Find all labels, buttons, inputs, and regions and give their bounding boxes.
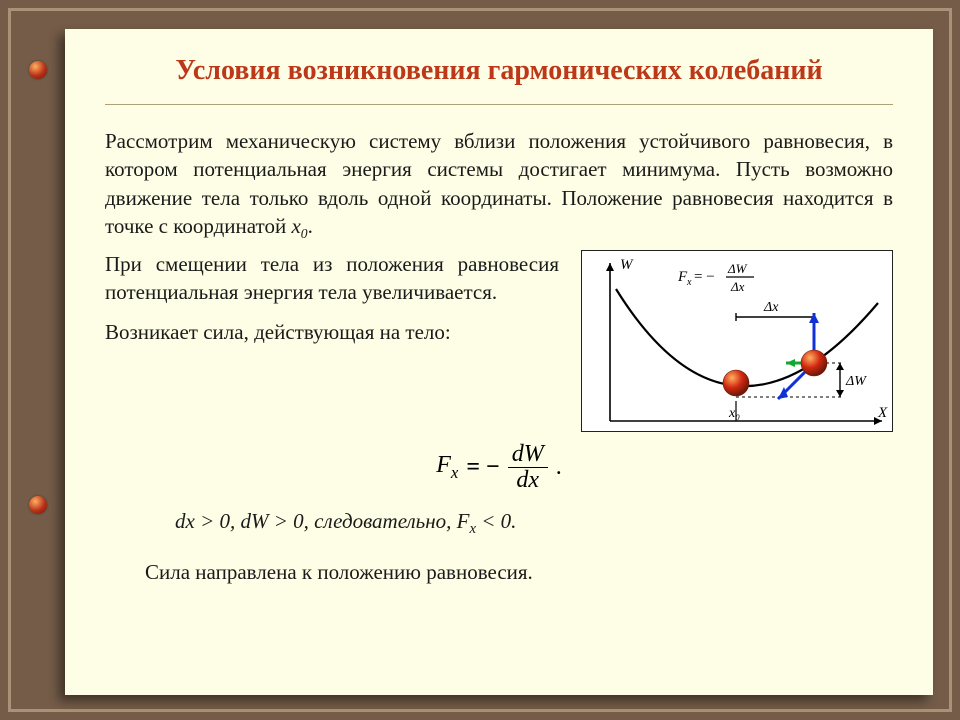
slide-title: Условия возникновения гармонических коле… <box>105 53 893 88</box>
dx-label: Δx <box>763 300 779 315</box>
left-column: При смещении тела из положения равновеси… <box>105 250 559 353</box>
paragraph-2: При смещении тела из положения равновеси… <box>105 250 559 307</box>
x0-sub: 0 <box>301 226 308 241</box>
svg-text:Δx: Δx <box>730 279 745 294</box>
potential-energy-figure: W X x₀ Δx ΔW F x = − ΔW Δx <box>581 250 893 432</box>
paragraph-5: Сила направлена к положению равновесия. <box>145 558 893 586</box>
content-row: При смещении тела из положения равновеси… <box>105 250 893 432</box>
formula-eq: = − <box>466 454 499 481</box>
bullet-decoration <box>29 61 47 79</box>
svg-text:x: x <box>686 277 692 288</box>
x0-x: x <box>291 214 300 238</box>
main-formula: Fx = − dW dx . <box>105 442 893 493</box>
x0-label: x₀ <box>728 406 740 421</box>
paragraph-1: Рассмотрим механическую систему вблизи п… <box>105 127 893 244</box>
formula-fraction: dW dx <box>508 442 548 493</box>
slide-card: Условия возникновения гармонических коле… <box>65 29 933 695</box>
svg-text:= −: = − <box>694 269 715 285</box>
formula-tail: . <box>556 454 562 481</box>
formula-F-sub: x <box>451 463 458 482</box>
para4-pre: dx > 0, dW > 0, следовательно, <box>175 509 457 533</box>
para1-text: Рассмотрим механическую систему вблизи п… <box>105 129 893 238</box>
formula-lhs: Fx <box>436 452 458 483</box>
formula-den: dx <box>512 468 543 493</box>
x0-symbol: x0 <box>291 214 307 238</box>
formula-num: dW <box>508 442 548 468</box>
svg-text:ΔW: ΔW <box>727 261 748 276</box>
dw-label: ΔW <box>845 374 867 389</box>
para4-post: < 0. <box>476 509 516 533</box>
x0-tail: . <box>308 214 313 238</box>
axis-x-label: X <box>877 405 888 421</box>
paragraph-3: Возникает сила, действующая на тело: <box>105 318 559 346</box>
axis-w-label: W <box>620 257 634 273</box>
paragraph-4: dx > 0, dW > 0, следовательно, Fx < 0. <box>175 507 893 540</box>
title-rule <box>105 104 893 105</box>
formula-F: F <box>436 452 451 478</box>
outer-frame: Условия возникновения гармонических коле… <box>8 8 952 712</box>
para4-fx: F <box>457 509 470 533</box>
bullet-decoration <box>29 496 47 514</box>
